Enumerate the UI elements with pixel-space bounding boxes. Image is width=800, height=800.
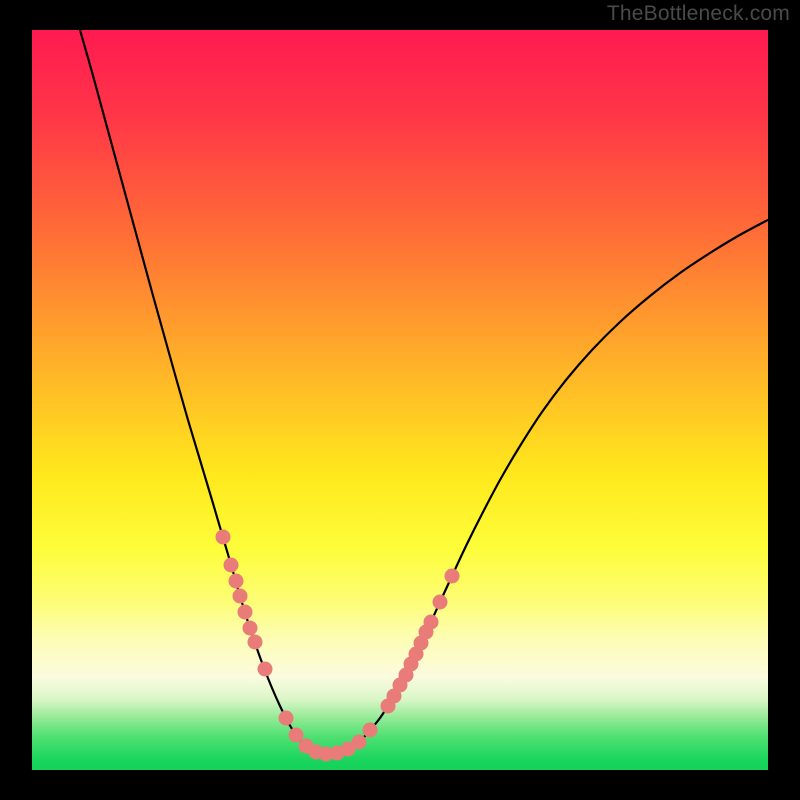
gradient-background — [32, 30, 768, 770]
curve-marker — [433, 595, 448, 610]
curve-marker — [279, 711, 294, 726]
curve-marker — [229, 574, 244, 589]
chart-frame: TheBottleneck.com — [0, 0, 800, 800]
plot-area — [32, 30, 768, 770]
watermark-text: TheBottleneck.com — [607, 2, 790, 26]
curve-marker — [248, 635, 263, 650]
curve-marker — [243, 621, 258, 636]
curve-marker — [224, 558, 239, 573]
curve-marker — [233, 589, 248, 604]
curve-marker — [363, 723, 378, 738]
bottleneck-curve-chart — [32, 30, 768, 770]
curve-marker — [352, 735, 367, 750]
curve-marker — [445, 569, 460, 584]
curve-marker — [216, 530, 231, 545]
curve-marker — [238, 605, 253, 620]
curve-marker — [424, 615, 439, 630]
curve-marker — [258, 662, 273, 677]
